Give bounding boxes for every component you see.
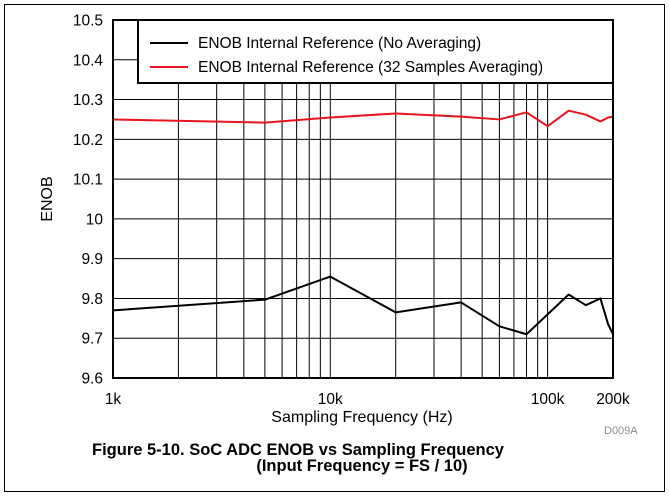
y-tick-label-0: 9.6 — [81, 371, 103, 388]
series-line-0 — [112, 275, 614, 336]
figure-frame — [4, 4, 665, 492]
y-tick-label-5: 10.1 — [73, 172, 103, 189]
figure-caption-line-1: Figure 5-10. SoC ADC ENOB vs Sampling Fr… — [92, 441, 505, 459]
y-axis-label: ENOB — [39, 176, 56, 221]
legend-box — [137, 19, 614, 84]
y-tick-label-7: 10.3 — [73, 92, 103, 109]
y-tick-label-6: 10.2 — [73, 132, 103, 149]
y-tick-label-1: 9.7 — [81, 331, 103, 348]
legend: ENOB Internal Reference (No Averaging) E… — [137, 19, 614, 84]
y-tick-label-9: 10.5 — [73, 13, 103, 30]
series-lines — [112, 109, 614, 336]
figure-code: D009A — [604, 425, 638, 437]
series-line-1 — [112, 109, 614, 128]
y-tick-label-8: 10.4 — [73, 52, 104, 69]
legend-label-no-averaging: ENOB Internal Reference (No Averaging) — [198, 35, 481, 52]
legend-label-32-samples-averaging: ENOB Internal Reference (32 Samples Aver… — [198, 59, 543, 76]
x-axis-label: Sampling Frequency (Hz) — [271, 409, 452, 426]
x-tick-label-0: 1k — [105, 391, 122, 408]
x-tick-label-1: 10k — [318, 391, 343, 408]
y-tick-label-4: 10 — [86, 211, 104, 228]
y-tick-labels: 9.6 9.7 9.8 9.9 10 10.1 10.2 10.3 10.4 10.5 — [73, 13, 104, 388]
x-tick-label-2: 100k — [531, 391, 565, 408]
x-tick-label-3: 200k — [596, 391, 630, 408]
y-tick-label-2: 9.8 — [81, 291, 103, 308]
x-tick-labels: 1k 10k 100k 200k — [105, 391, 630, 408]
y-tick-label-3: 9.9 — [81, 251, 103, 268]
figure-caption-line-2: (Input Frequency = FS / 10) — [256, 457, 467, 475]
